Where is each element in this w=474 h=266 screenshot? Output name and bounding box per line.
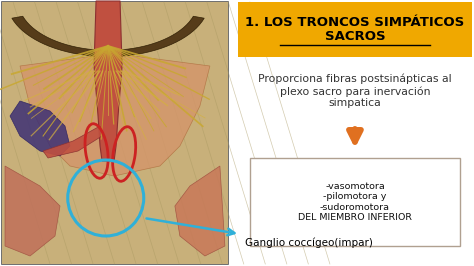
Polygon shape (5, 166, 60, 256)
Bar (238, 2, 472, 57)
Text: 1. LOS TRONCOS SIMPÁTICOS
SACROS: 1. LOS TRONCOS SIMPÁTICOS SACROS (246, 15, 465, 44)
Bar (2, 2, 228, 264)
Text: Ganglio coccígeo(impar): Ganglio coccígeo(impar) (245, 238, 373, 248)
Text: Proporciona fibras postsinápticas al
plexo sacro para inervación
simpatica: Proporciona fibras postsinápticas al ple… (258, 74, 452, 108)
Polygon shape (12, 16, 204, 57)
Text: -vasomotora
-pilomotora y
-sudoromotora
DEL MIEMBRO INFERIOR: -vasomotora -pilomotora y -sudoromotora … (298, 182, 412, 222)
Polygon shape (10, 101, 70, 156)
Bar (2, 2, 228, 264)
Polygon shape (94, 1, 122, 161)
Polygon shape (20, 51, 210, 176)
Polygon shape (175, 166, 225, 256)
Bar (250, 158, 460, 246)
Polygon shape (43, 126, 102, 158)
